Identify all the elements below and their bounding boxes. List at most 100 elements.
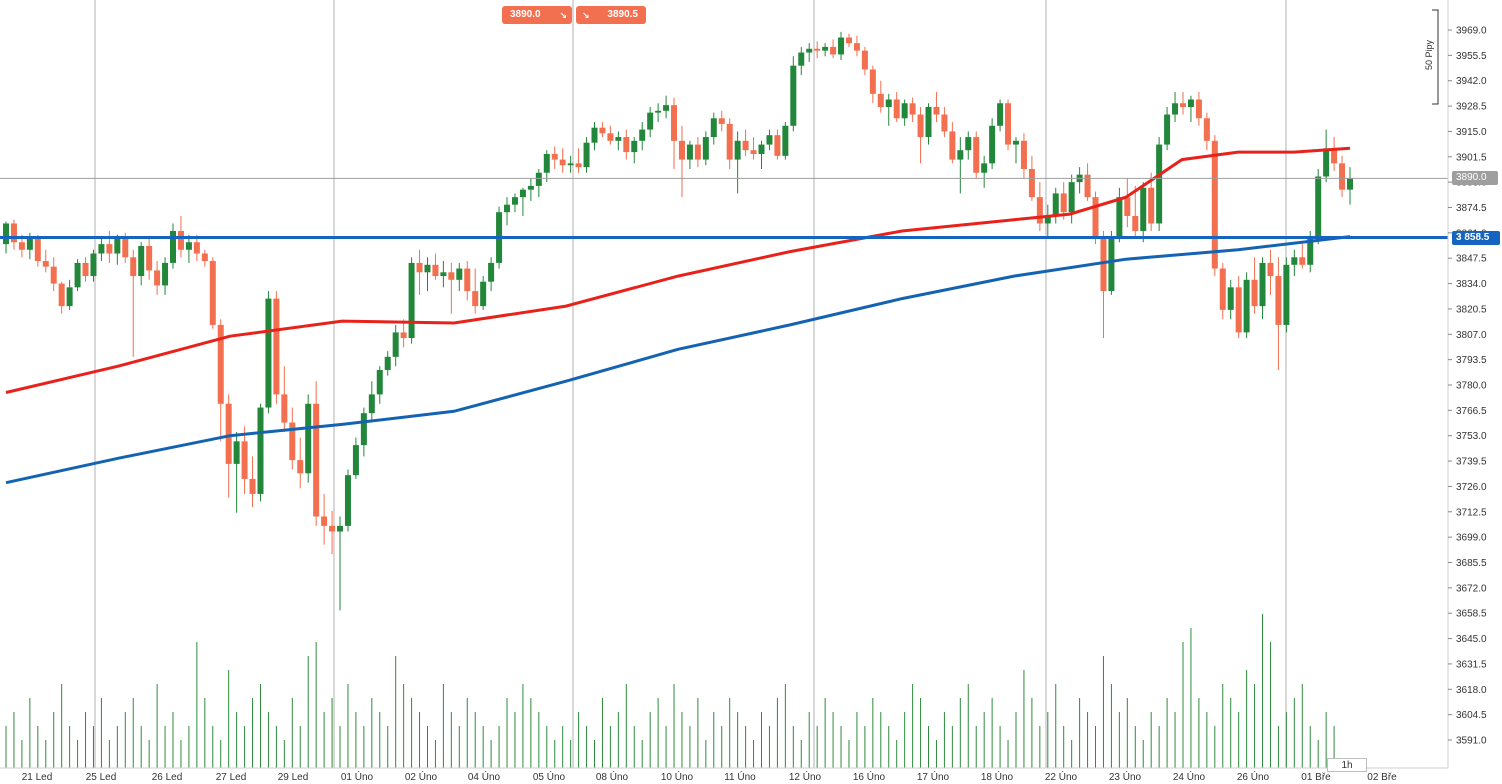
candle — [917, 107, 924, 164]
candle-body — [1235, 287, 1242, 333]
candle — [344, 469, 351, 532]
candle — [1235, 276, 1242, 339]
candle — [297, 437, 304, 489]
candle — [965, 131, 972, 160]
candle-body — [432, 264, 439, 277]
candle-body — [408, 262, 415, 339]
candle — [114, 234, 121, 265]
candle — [1259, 257, 1266, 320]
x-tick-label: 02 Bře — [1367, 772, 1397, 783]
level-price-tag[interactable]: 3 858.5 — [1452, 231, 1500, 245]
candle — [82, 257, 89, 282]
candle — [806, 43, 813, 62]
moving-average-slow-line — [5, 235, 1351, 485]
y-tick-label: 3672.0 — [1456, 583, 1487, 594]
y-tick-label: 3969.0 — [1456, 26, 1487, 37]
x-tick-label: 16 Úno — [853, 770, 886, 783]
candle — [1140, 182, 1147, 243]
y-tick-label: 3591.0 — [1456, 736, 1487, 747]
y-tick-label: 3834.0 — [1456, 279, 1487, 290]
candle-body — [822, 46, 829, 51]
candle — [647, 107, 654, 138]
candle-body — [655, 110, 662, 113]
candle — [599, 122, 606, 138]
candle — [34, 234, 41, 267]
candle-body — [201, 253, 208, 262]
x-tick-label: 02 Úno — [405, 770, 438, 783]
sell-price-button[interactable]: 3890.0 ↘ — [502, 6, 572, 24]
candle-body — [392, 332, 399, 357]
candle-body — [384, 356, 391, 370]
candle-body — [1124, 197, 1131, 216]
candle-body — [567, 163, 574, 166]
candle-body — [26, 238, 33, 250]
candle-body — [639, 129, 646, 141]
candle — [464, 261, 471, 301]
y-tick-label: 3753.0 — [1456, 431, 1487, 442]
candle-body — [233, 441, 240, 464]
buy-price-value: 3890.5 — [607, 9, 638, 20]
candle-body — [360, 413, 367, 446]
candle — [718, 110, 725, 132]
candle — [289, 407, 296, 470]
candle-body — [989, 125, 996, 164]
candle-body — [527, 185, 534, 190]
candle-body — [1044, 215, 1051, 224]
candle-body — [329, 525, 336, 532]
price-axis[interactable]: 3969.03955.53942.03928.53915.03901.53888… — [1447, 0, 1487, 768]
candle-body — [66, 287, 73, 307]
candle-body — [1299, 257, 1306, 265]
candle — [337, 516, 344, 611]
time-axis[interactable]: 21 Led 25 Led 26 Led 27 Led 29 Led 01 Úno 02 Ú… — [0, 767, 1448, 783]
candle-body — [663, 105, 670, 111]
candle — [448, 262, 455, 314]
candle-body — [1179, 103, 1186, 108]
candle — [758, 140, 765, 169]
y-tick-label: 3847.5 — [1456, 254, 1487, 265]
candle — [623, 129, 630, 160]
y-tick-label: 3915.0 — [1456, 127, 1487, 138]
candle-body — [782, 125, 789, 156]
candle — [146, 238, 153, 280]
candle-body — [209, 261, 216, 325]
sell-price-value: 3890.0 — [510, 9, 541, 20]
candle — [639, 122, 646, 151]
candle-body — [957, 150, 964, 160]
candle — [1164, 107, 1171, 151]
candle-body — [830, 46, 837, 55]
candle — [631, 137, 638, 164]
candle — [1124, 178, 1131, 228]
candle-body — [726, 123, 733, 160]
candle-body — [352, 445, 359, 476]
candle — [861, 46, 868, 76]
candle — [1187, 95, 1194, 123]
candle — [1148, 172, 1155, 231]
candle — [567, 155, 574, 173]
candle — [1068, 174, 1075, 224]
candle-body — [559, 159, 566, 166]
candle-body — [82, 262, 89, 277]
candle-body — [615, 137, 622, 141]
candle — [42, 249, 49, 273]
y-tick-label: 3928.5 — [1456, 102, 1487, 113]
candle — [527, 178, 534, 201]
buy-price-button[interactable]: ↘ 3890.5 — [576, 6, 646, 24]
candle — [1323, 129, 1330, 183]
candle-body — [504, 204, 511, 213]
y-tick-label: 3685.5 — [1456, 558, 1487, 569]
range-marker: 50 Pipy — [1424, 36, 1440, 76]
candle — [1156, 137, 1163, 231]
volume-bars — [5, 614, 1335, 768]
x-tick-label: 26 Led — [152, 772, 183, 783]
x-tick-label: 18 Úno — [981, 770, 1014, 783]
candle-body — [838, 37, 845, 55]
candle-body — [1028, 168, 1035, 198]
timeframe-selector[interactable]: 1h — [1327, 758, 1367, 772]
candle-body — [861, 50, 868, 70]
candle-body — [368, 394, 375, 414]
candle — [1076, 167, 1083, 194]
candle-body — [170, 230, 177, 263]
candle-body — [50, 266, 57, 284]
candle — [1044, 204, 1051, 239]
